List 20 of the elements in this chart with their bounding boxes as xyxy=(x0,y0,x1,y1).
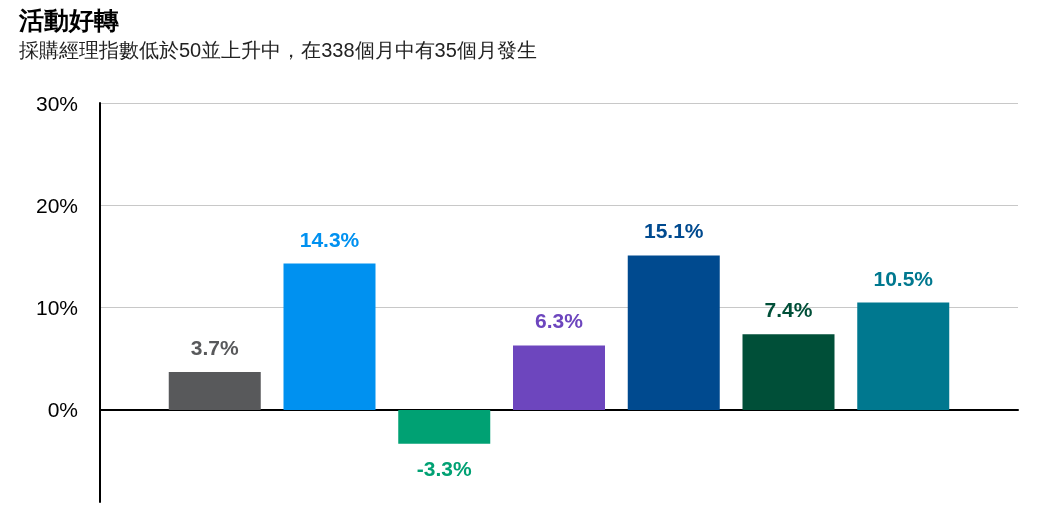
y-tick-label: 10% xyxy=(35,296,78,320)
bar xyxy=(627,255,720,410)
bar xyxy=(168,372,261,410)
data-label: -3.3% xyxy=(416,456,473,480)
bar xyxy=(283,263,376,410)
chart-title: 活動好轉 xyxy=(18,5,119,34)
bar xyxy=(857,302,950,410)
y-tick-label: 30% xyxy=(35,91,78,115)
bar xyxy=(398,409,491,444)
data-label: 14.3% xyxy=(299,227,360,251)
y-tick-label: 0% xyxy=(47,398,78,422)
data-label: 3.7% xyxy=(190,336,240,360)
data-label: 10.5% xyxy=(873,266,934,290)
y-tick-label: 20% xyxy=(35,193,78,217)
bar xyxy=(742,334,835,410)
chart-subtitle: 採購經理指數低於50並上升中，在338個月中有35個月發生 xyxy=(19,39,537,61)
data-label: 15.1% xyxy=(643,219,704,243)
data-label: 7.4% xyxy=(764,298,813,322)
data-label: 6.3% xyxy=(535,309,584,333)
bar xyxy=(513,345,605,410)
